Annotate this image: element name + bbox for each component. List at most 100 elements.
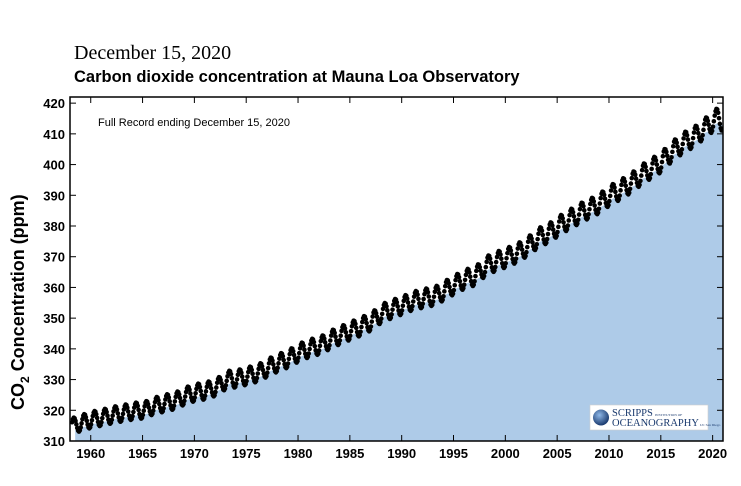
data-point (399, 308, 405, 313)
data-point (296, 350, 302, 356)
data-point (472, 278, 477, 284)
data-point (245, 374, 250, 379)
logo-background (589, 404, 709, 431)
x-tick-label: 1980 (284, 446, 313, 461)
x-tick-label: 2010 (595, 446, 624, 461)
data-point (644, 168, 649, 174)
data-point (176, 392, 182, 397)
data-point (150, 408, 156, 413)
data-point (606, 202, 611, 208)
data-point (100, 415, 105, 421)
data-point (207, 382, 213, 388)
data-point (696, 130, 701, 136)
data-point (131, 409, 136, 415)
data-point (110, 413, 115, 418)
x-tick-label: 1960 (76, 446, 105, 461)
data-point (544, 236, 550, 242)
data-point (368, 324, 374, 329)
data-point (471, 282, 477, 288)
data-point (135, 403, 141, 409)
data-point (338, 333, 344, 339)
data-point (571, 214, 577, 219)
data-point (540, 232, 546, 238)
data-point (494, 254, 500, 260)
data-point (379, 311, 385, 317)
data-point (473, 273, 478, 279)
data-point (499, 256, 504, 262)
data-point (598, 195, 603, 201)
data-point (119, 415, 125, 421)
data-point (482, 269, 488, 275)
data-point (619, 182, 624, 188)
data-point (467, 270, 472, 275)
data-point (670, 149, 675, 155)
data-point (260, 367, 266, 373)
data-point (73, 418, 78, 424)
data-point (78, 425, 84, 430)
data-point (668, 159, 673, 164)
data-point (691, 130, 697, 135)
data-point (115, 411, 121, 416)
data-point (426, 294, 432, 299)
data-point (484, 259, 489, 265)
data-point (653, 158, 659, 163)
data-point (463, 272, 469, 278)
data-point (632, 172, 638, 178)
data-point (259, 364, 265, 369)
data-point (710, 124, 716, 129)
data-point (203, 389, 209, 394)
data-point (608, 188, 614, 193)
data-point (498, 252, 503, 257)
data-point (390, 307, 395, 312)
data-point (681, 136, 686, 141)
data-point (125, 409, 131, 414)
data-point (416, 296, 421, 302)
data-point (333, 334, 338, 340)
data-point (513, 256, 519, 261)
data-point (488, 260, 494, 266)
data-point (689, 145, 694, 150)
data-point (504, 256, 509, 261)
data-point (601, 192, 607, 198)
data-point (512, 259, 518, 265)
data-point (327, 342, 332, 348)
data-point (326, 346, 331, 351)
data-point (607, 193, 613, 199)
data-point (270, 358, 275, 363)
data-point (657, 169, 663, 174)
data-point (322, 340, 328, 345)
data-point (308, 341, 313, 347)
data-point (74, 422, 79, 427)
data-point (89, 417, 95, 423)
data-point (716, 115, 722, 121)
data-point (271, 362, 276, 367)
data-point (680, 141, 686, 147)
data-point (585, 215, 591, 221)
data-point (306, 351, 312, 356)
data-point (616, 197, 622, 202)
data-point (518, 243, 524, 249)
data-point (451, 287, 457, 293)
data-point (405, 300, 411, 305)
data-point (142, 403, 147, 409)
data-point (648, 171, 654, 177)
data-point (699, 137, 705, 142)
data-point (157, 401, 162, 407)
data-point (654, 162, 660, 167)
data-point (684, 132, 690, 138)
data-point (192, 395, 198, 400)
data-point (643, 164, 648, 170)
data-point (415, 292, 420, 297)
data-point (317, 343, 323, 349)
data-point (255, 371, 261, 376)
data-point (581, 203, 586, 209)
data-point (363, 316, 369, 322)
chart-title: Carbon dioxide concentration at Mauna Lo… (74, 68, 520, 86)
data-point (265, 365, 271, 371)
y-axis-label-subscript: 2 (18, 376, 32, 383)
data-point (674, 140, 679, 146)
x-tick-label: 2015 (646, 446, 675, 461)
data-point (446, 280, 451, 286)
data-point (452, 282, 458, 288)
data-point (280, 353, 286, 359)
